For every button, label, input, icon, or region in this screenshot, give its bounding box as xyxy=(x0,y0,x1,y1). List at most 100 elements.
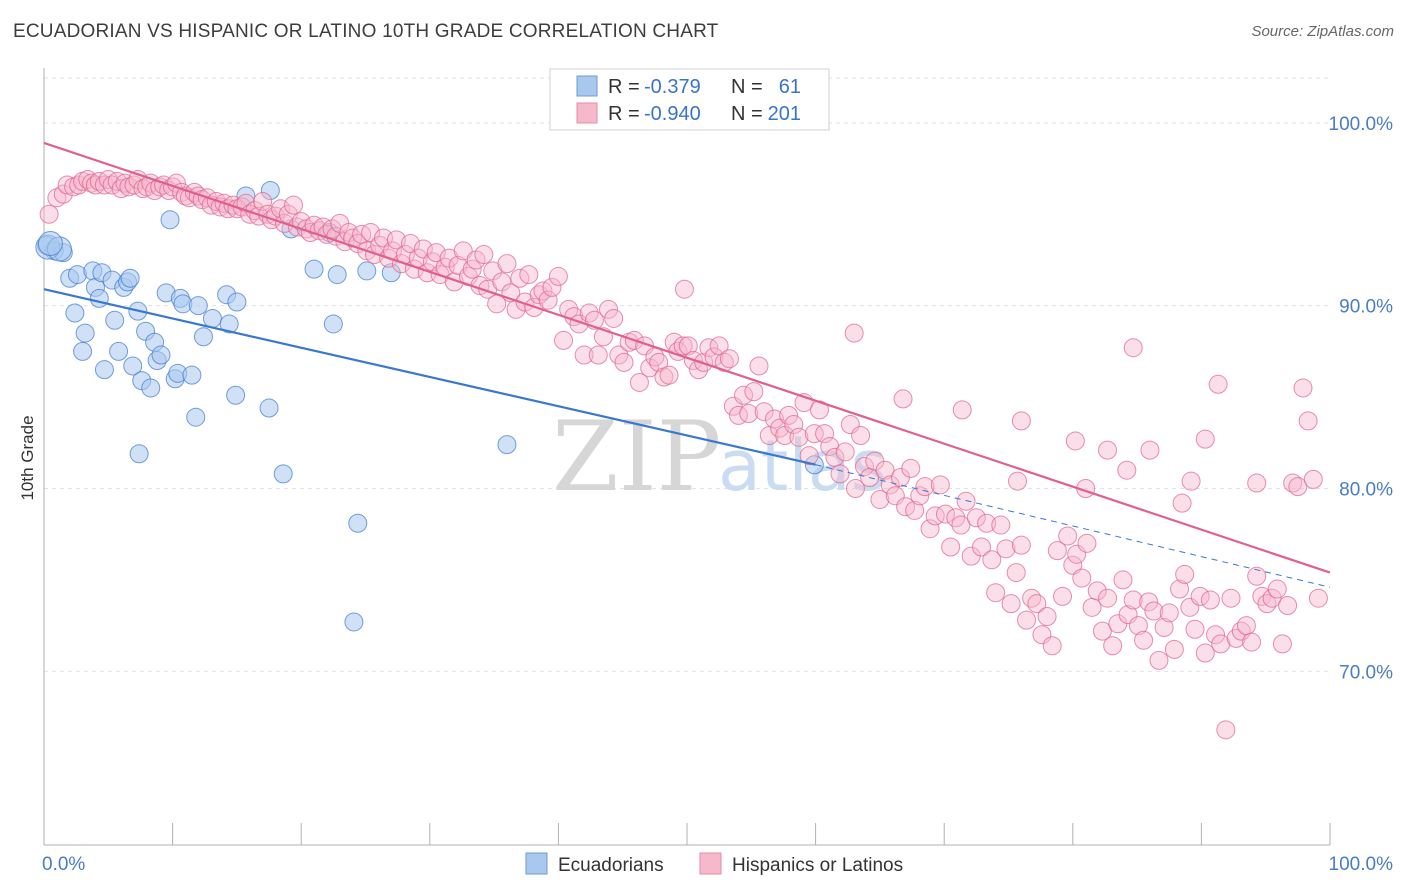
hispanic-point xyxy=(1140,440,1160,460)
hispanic-point xyxy=(1159,603,1179,623)
stats-n-label-2: N = xyxy=(731,103,763,125)
hispanic-point xyxy=(39,204,59,224)
hispanic-point xyxy=(1113,570,1133,590)
hispanic-point xyxy=(1242,632,1262,652)
ecuadorian-point xyxy=(327,265,347,285)
ecuadorian-point xyxy=(89,288,109,308)
hispanic-point xyxy=(1298,411,1318,431)
ecuadorian-point xyxy=(94,360,114,380)
ecuadorian-point xyxy=(193,327,213,347)
hispanic-point xyxy=(905,500,925,520)
hispanic-point xyxy=(935,504,955,524)
hispanic-point xyxy=(719,349,739,369)
hispanic-point xyxy=(1149,650,1169,670)
hispanic-point xyxy=(386,230,406,250)
hispanic-point xyxy=(1098,440,1118,460)
hispanic-point xyxy=(1098,588,1118,608)
stats-box: R = -0.379 N = 61 R = -0.940 N = 201 xyxy=(549,68,830,131)
hispanic-point xyxy=(744,382,764,402)
hispanic-point xyxy=(1154,617,1174,637)
hispanic-point xyxy=(1293,378,1313,398)
ecuadorian-point xyxy=(323,314,343,334)
hispanic-point xyxy=(1072,568,1092,588)
hispanic-point xyxy=(804,424,824,444)
hispanic-point xyxy=(462,259,482,279)
y-axis-label: 10th Grade xyxy=(18,415,37,500)
hispanic-point xyxy=(920,519,940,539)
hispanic-point xyxy=(1144,601,1164,621)
hispanic-point xyxy=(844,323,864,343)
hispanic-point xyxy=(1103,636,1123,656)
ecuadorian-point xyxy=(188,296,208,316)
hispanic-point xyxy=(1262,588,1282,608)
hispanic-point xyxy=(820,436,840,456)
hispanic-point xyxy=(145,180,165,200)
hispanic-point xyxy=(1247,473,1267,493)
hispanic-point xyxy=(678,336,698,356)
hispanic-point xyxy=(764,409,784,429)
hispanic-point xyxy=(497,254,517,274)
x-ticks xyxy=(43,823,1331,845)
ecuadorian-point xyxy=(219,314,239,334)
stats-n-value-1: 61 xyxy=(779,76,801,98)
stats-r-label-2: R = xyxy=(608,103,640,125)
hispanic-point xyxy=(734,385,754,405)
hispanic-point xyxy=(991,515,1011,535)
y-tick-label-2: 80.0% xyxy=(1339,479,1393,500)
grid-lines xyxy=(44,77,1330,672)
ecuadorian-point xyxy=(37,231,63,257)
hispanic-point xyxy=(1288,477,1308,497)
legend: Ecuadorians Hispanics or Latinos xyxy=(525,852,903,876)
hispanic-point xyxy=(1087,581,1107,601)
hispanic-point xyxy=(951,515,971,535)
hispanic-point xyxy=(1272,634,1292,654)
stats-r-value-2: -0.940 xyxy=(644,103,701,125)
hispanic-point xyxy=(854,457,874,477)
legend-label-hispanics[interactable]: Hispanics or Latinos xyxy=(732,855,903,876)
hispanic-point xyxy=(779,405,799,425)
hispanic-point xyxy=(1195,643,1215,663)
hispanic-point xyxy=(1082,597,1102,617)
ecuadorian-point xyxy=(67,265,87,285)
ecuadorian-point xyxy=(65,303,85,323)
hispanic-point xyxy=(930,475,950,495)
hispanic-point xyxy=(1303,469,1323,489)
ecuadorian-point xyxy=(186,407,206,427)
hispanic-point xyxy=(426,243,446,263)
hispanic-point xyxy=(996,539,1016,559)
x-tick-label-min: 0.0% xyxy=(42,854,85,875)
hispanic-point xyxy=(1047,541,1067,561)
legend-swatch-ecuadorians[interactable] xyxy=(525,852,548,875)
hispanic-point xyxy=(1008,471,1028,491)
hispanic-point xyxy=(1001,594,1021,614)
hispanic-point xyxy=(1175,564,1195,584)
hispanic-point xyxy=(674,279,694,299)
ecuadorian-point xyxy=(304,259,324,279)
hispanic-point xyxy=(111,179,131,199)
ecuadorian-point xyxy=(202,308,222,328)
stats-n-label-1: N = xyxy=(731,76,763,98)
hispanic-point xyxy=(977,513,997,533)
hispanic-point xyxy=(640,358,660,378)
trend-lines xyxy=(43,141,1331,588)
chart-title: ECUADORIAN VS HISPANIC OR LATINO 10TH GR… xyxy=(13,21,719,42)
hispanic-point xyxy=(1134,630,1154,650)
hispanic-point xyxy=(1190,586,1210,606)
hispanic-point xyxy=(1200,590,1220,610)
hispanic-point xyxy=(519,265,539,285)
ecuadorian-point xyxy=(151,345,171,365)
hispanic-point xyxy=(614,352,634,372)
ecuadorian-point xyxy=(227,292,247,312)
hispanic-point xyxy=(1006,563,1026,583)
hispanic-point xyxy=(784,415,804,435)
legend-label-ecuadorians[interactable]: Ecuadorians xyxy=(558,855,664,876)
hispanic-point xyxy=(47,188,67,208)
ecuadorian-point xyxy=(344,612,364,632)
trend-line-ecuadorians xyxy=(43,288,816,466)
hispanic-point xyxy=(1022,588,1042,608)
legend-swatch-hispanics[interactable] xyxy=(699,852,722,875)
hispanic-point xyxy=(754,402,774,422)
stats-r-value-1: -0.379 xyxy=(644,76,701,98)
hispanic-point xyxy=(901,458,921,478)
